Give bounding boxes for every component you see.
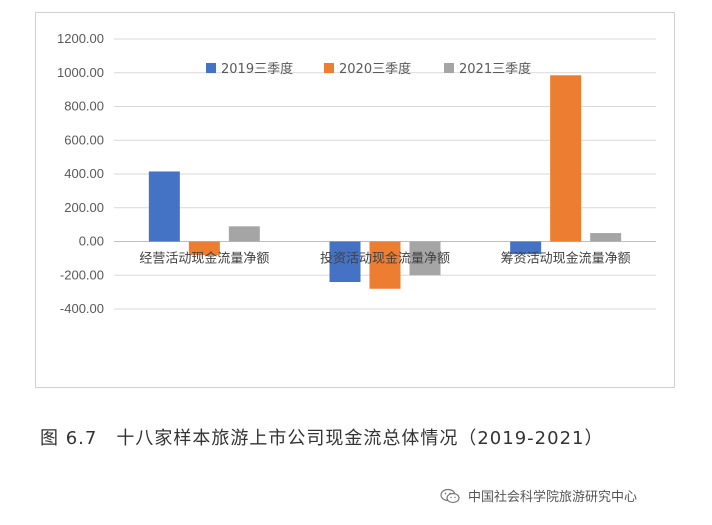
y-tick-label: 800.00 <box>64 99 104 114</box>
bar-chart: 1200.00 1000.00 800.00 600.00 400.00 200.00 0.… <box>57 31 656 316</box>
y-tick-label: 0.00 <box>79 234 104 249</box>
legend-swatch <box>324 63 334 73</box>
caption-label: 图 6.7 <box>40 428 98 449</box>
legend-swatch <box>206 63 216 73</box>
bar-2021三季度 <box>590 233 622 242</box>
bar-2021三季度 <box>228 226 260 242</box>
legend-label: 2020三季度 <box>339 61 411 77</box>
y-tick-label: 1200.00 <box>57 31 104 46</box>
chart-frame: 1200.00 1000.00 800.00 600.00 400.00 200.00 0.… <box>35 12 675 388</box>
legend-swatch <box>444 63 454 73</box>
y-tick-label: -200.00 <box>60 267 104 282</box>
bar-2019三季度 <box>148 171 180 242</box>
bar-2019三季度 <box>510 241 542 255</box>
bar-2020三季度 <box>188 241 220 255</box>
legend-label: 2021三季度 <box>459 61 531 77</box>
bar-2020三季度 <box>550 75 582 242</box>
legend-label: 2019三季度 <box>221 61 293 77</box>
category-label: 筹资活动现金流量净额 <box>501 251 631 267</box>
bar-2020三季度 <box>369 241 401 289</box>
bar-2019三季度 <box>329 241 361 282</box>
bar-2021三季度 <box>409 241 441 276</box>
category-label: 经营活动现金流量净额 <box>139 251 269 267</box>
figure-caption: 图 6.7 十八家样本旅游上市公司现金流总体情况（2019-2021） <box>40 424 603 450</box>
wechat-icon <box>440 488 460 503</box>
y-tick-label: 600.00 <box>64 132 104 147</box>
y-tick-label: 400.00 <box>64 166 104 181</box>
caption-text: 十八家样本旅游上市公司现金流总体情况（2019-2021） <box>116 428 604 449</box>
y-tick-label: -400.00 <box>60 301 104 316</box>
y-tick-label: 1000.00 <box>57 65 104 80</box>
category-label: 投资活动现金流量净额 <box>320 251 450 267</box>
y-tick-label: 200.00 <box>64 200 104 215</box>
watermark-text: 中国社会科学院旅游研究中心 <box>468 490 638 505</box>
watermark: 中国社会科学院旅游研究中心 <box>440 486 637 505</box>
